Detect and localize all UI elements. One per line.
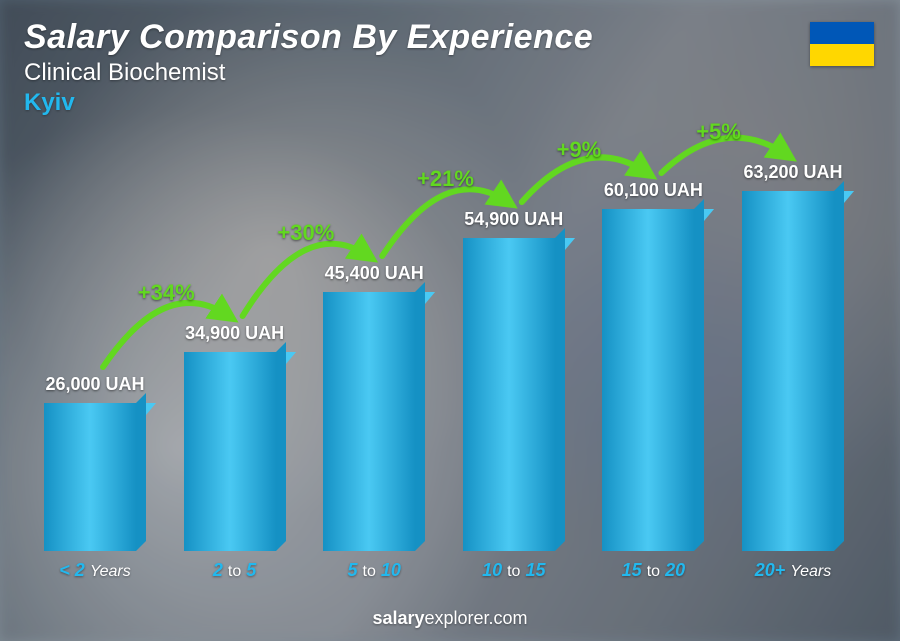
bar-side: [276, 342, 286, 551]
bar-shape: [323, 292, 425, 551]
bar-side: [834, 181, 844, 551]
increment-label: +21%: [417, 166, 474, 192]
increment-label: +30%: [277, 220, 334, 246]
bar-value-label: 34,900 UAH: [185, 323, 284, 344]
bar-front: [742, 191, 834, 551]
header: Salary Comparison By Experience Clinical…: [24, 18, 876, 117]
increment-label: +9%: [557, 137, 602, 163]
bar-value-label: 60,100 UAH: [604, 180, 703, 201]
x-axis-label: 10 to 15: [453, 560, 575, 581]
bar: 63,200 UAH: [732, 162, 854, 551]
bar-side: [694, 199, 704, 551]
page-title: Salary Comparison By Experience: [24, 18, 876, 57]
x-axis-labels: < 2 Years 2 to 5 5 to 10 10 to 15 15 to 20 20…: [34, 560, 854, 581]
bar: 60,100 UAH: [592, 180, 714, 551]
bar-shape: [742, 191, 844, 551]
bar-front: [323, 292, 415, 551]
bar-side: [555, 228, 565, 551]
bar-front: [44, 403, 136, 551]
bar-side: [136, 393, 146, 551]
bar: 54,900 UAH: [453, 209, 575, 551]
bar-front: [184, 352, 276, 551]
increment-label: +34%: [138, 280, 195, 306]
bar: 45,400 UAH: [313, 263, 435, 551]
bar-shape: [44, 403, 146, 551]
flag-icon: [810, 22, 874, 66]
increment-label: +5%: [696, 119, 741, 145]
bar: 26,000 UAH: [34, 374, 156, 551]
bar-front: [463, 238, 555, 551]
x-axis-label: < 2 Years: [34, 560, 156, 581]
flag-bottom-stripe: [810, 44, 874, 66]
bar-value-label: 45,400 UAH: [325, 263, 424, 284]
brand-rest: explorer.com: [425, 608, 528, 628]
flag-top-stripe: [810, 22, 874, 44]
job-title: Clinical Biochemist: [24, 59, 876, 87]
bar-shape: [184, 352, 286, 551]
bar-value-label: 63,200 UAH: [743, 162, 842, 183]
bar-front: [602, 209, 694, 551]
x-axis-label: 15 to 20: [592, 560, 714, 581]
x-axis-label: 5 to 10: [313, 560, 435, 581]
bar-value-label: 26,000 UAH: [45, 374, 144, 395]
bar-side: [415, 282, 425, 551]
location: Kyiv: [24, 89, 876, 117]
x-axis-label: 20+ Years: [732, 560, 854, 581]
footer-brand: salaryexplorer.com: [0, 608, 900, 629]
bar: 34,900 UAH: [174, 323, 296, 551]
brand-bold: salary: [372, 608, 424, 628]
bar-shape: [602, 209, 704, 551]
salary-chart: 26,000 UAH 34,900 UAH 45,400 UAH 54,900 UAH…: [34, 141, 854, 581]
bar-value-label: 54,900 UAH: [464, 209, 563, 230]
bars-container: 26,000 UAH 34,900 UAH 45,400 UAH 54,900 UAH…: [34, 141, 854, 551]
bar-shape: [463, 238, 565, 551]
x-axis-label: 2 to 5: [174, 560, 296, 581]
